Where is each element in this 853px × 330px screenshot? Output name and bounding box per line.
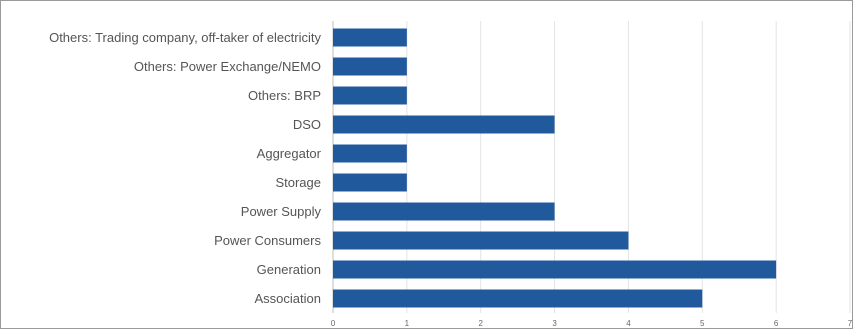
bar-1 (333, 57, 407, 76)
x-tick-labels: 0 1 2 3 4 5 6 7 (331, 319, 853, 328)
category-label-2: Others: BRP (248, 88, 321, 103)
bar-8 (333, 260, 777, 279)
category-labels: Others: Trading company, off-taker of el… (49, 30, 322, 306)
category-label-7: Power Consumers (214, 233, 321, 248)
category-label-3: DSO (293, 117, 321, 132)
bar-0 (333, 28, 407, 47)
x-tick-label-7: 7 (848, 319, 853, 328)
category-label-8: Generation (257, 262, 321, 277)
bar-3 (333, 115, 555, 134)
x-tick-label-5: 5 (700, 319, 705, 328)
x-tick-label-4: 4 (626, 319, 631, 328)
category-label-0: Others: Trading company, off-taker of el… (49, 30, 321, 45)
bar-4 (333, 144, 407, 163)
category-label-9: Association (255, 291, 321, 306)
x-tick-label-2: 2 (478, 319, 483, 328)
bar-2 (333, 86, 407, 105)
bars (333, 28, 777, 308)
bar-5 (333, 173, 407, 192)
bar-6 (333, 202, 555, 221)
x-tick-label-0: 0 (331, 319, 336, 328)
category-label-1: Others: Power Exchange/NEMO (134, 59, 321, 74)
x-tick-label-3: 3 (552, 319, 557, 328)
x-tick-label-1: 1 (405, 319, 410, 328)
category-label-6: Power Supply (241, 204, 322, 219)
category-label-4: Aggregator (257, 146, 322, 161)
bar-7 (333, 231, 629, 250)
category-label-5: Storage (275, 175, 321, 190)
bar-9 (333, 289, 703, 308)
x-tick-label-6: 6 (774, 319, 779, 328)
